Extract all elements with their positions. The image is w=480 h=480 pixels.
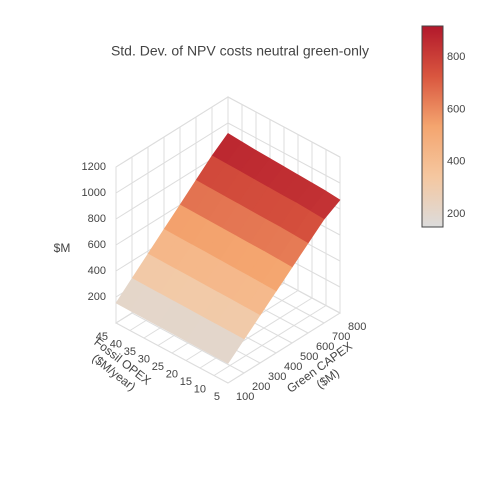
grid-line [115, 122, 341, 194]
z-axis-title: $M [54, 241, 71, 255]
x-tick-label: 600 [316, 341, 334, 353]
chart-title: Std. Dev. of NPV costs neutral green-onl… [111, 43, 369, 59]
colorbar-tick-label: 400 [447, 156, 465, 168]
colorbar [421, 25, 444, 228]
y-tick-label: 45 [96, 331, 108, 343]
y-tick-label: 15 [180, 376, 192, 388]
y-tick-label: 35 [124, 346, 136, 358]
x-tick-label: 400 [284, 361, 302, 373]
x-tick-label: 200 [252, 381, 270, 393]
y-tick-label: 30 [138, 353, 150, 365]
y-tick-label: 20 [166, 368, 178, 380]
x-tick-label: 100 [236, 391, 254, 403]
y-tick-label: 10 [194, 383, 206, 395]
colorbar-tick-label: 600 [447, 103, 465, 115]
z-tick-label: 800 [88, 213, 106, 225]
x-tick-label: 500 [300, 351, 318, 363]
z-tick-label: 600 [88, 239, 106, 251]
z-tick-label: 200 [88, 291, 106, 303]
x-tick-label: 700 [332, 331, 350, 343]
x-tick-label: 800 [348, 321, 366, 333]
z-tick-label: 1000 [82, 187, 106, 199]
z-tick-label: 400 [88, 265, 106, 277]
surface-cell [213, 331, 245, 364]
y-tick-label: 5 [214, 391, 220, 403]
x-tick-label: 300 [268, 371, 286, 383]
y-tick-label: 40 [110, 338, 122, 350]
y-tick-label: 25 [152, 361, 164, 373]
grid-line [115, 96, 341, 168]
colorbar-tick-label: 800 [447, 51, 465, 63]
colorbar-tick-label: 200 [447, 208, 465, 220]
z-tick-label: 1200 [82, 161, 106, 173]
